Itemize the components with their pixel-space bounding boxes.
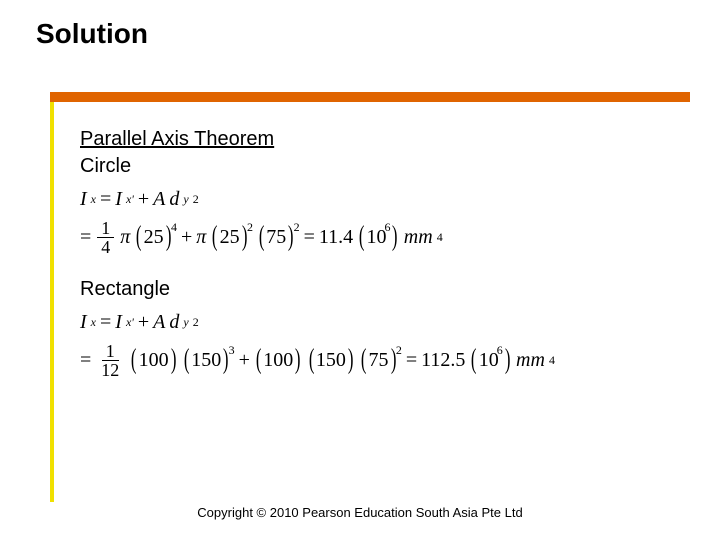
fraction-1-4: 1 4 (97, 219, 114, 256)
term-10-6: (106) (469, 349, 512, 372)
sub-x: x (91, 192, 96, 207)
equals: = (406, 349, 417, 372)
subheading: Parallel Axis Theorem (80, 128, 660, 151)
rectangle-formula-2: = 1 12 (100) (150)3 + (100) (150) (75)2 … (80, 342, 660, 379)
term-75-2: (75)2 (257, 226, 300, 249)
var-I: I (80, 188, 87, 211)
plus: + (181, 226, 192, 249)
var-I: I (80, 311, 87, 334)
plus: + (138, 188, 149, 211)
equals: = (100, 311, 111, 334)
term-150b: (150) (307, 349, 356, 372)
circle-label: Circle (80, 155, 660, 178)
rectangle-formula-1: Ix = Ix' + Ady2 (80, 311, 660, 334)
term-150-3: (150)3 (182, 349, 235, 372)
equals: = (80, 349, 91, 372)
var-A: A (153, 311, 165, 334)
plus: + (239, 349, 250, 372)
equals: = (80, 226, 91, 249)
var-Ibar: I (115, 311, 122, 334)
rectangle-label: Rectangle (80, 278, 660, 301)
result-value: 11.4 (319, 226, 353, 249)
copyright-text: Copyright © 2010 Pearson Education South… (0, 505, 720, 520)
circle-formula-1: Ix = Ix' + Ady2 (80, 188, 660, 211)
pi: π (120, 226, 130, 249)
fraction-1-12: 1 12 (97, 342, 123, 379)
term-100: (100) (129, 349, 178, 372)
var-Ibar: I (115, 188, 122, 211)
equals: = (100, 188, 111, 211)
divider-yellow (50, 102, 54, 502)
unit-mm: mm (404, 226, 433, 249)
term-10-6: (106) (357, 226, 400, 249)
sup-2: 2 (193, 315, 199, 330)
sub-xprime: x' (126, 192, 134, 207)
var-d: d (169, 311, 179, 334)
term-25-4: (25)4 (134, 226, 177, 249)
page-title: Solution (36, 18, 148, 50)
sub-x: x (91, 315, 96, 330)
unit-mm: mm (516, 349, 545, 372)
unit-exp: 4 (549, 353, 555, 368)
var-d: d (169, 188, 179, 211)
sup-2: 2 (193, 192, 199, 207)
var-A: A (153, 188, 165, 211)
plus: + (138, 311, 149, 334)
term-100b: (100) (254, 349, 303, 372)
unit-exp: 4 (437, 230, 443, 245)
divider-orange (50, 92, 690, 102)
sub-y: y (183, 315, 188, 330)
term-25-2: (25)2 (210, 226, 253, 249)
sub-xprime: x' (126, 315, 134, 330)
pi: π (196, 226, 206, 249)
equals: = (304, 226, 315, 249)
circle-formula-2: = 1 4 π (25)4 + π (25)2 (75)2 = 11.4 (10… (80, 219, 660, 256)
result-value: 112.5 (421, 349, 465, 372)
content-region: Parallel Axis Theorem Circle Ix = Ix' + … (80, 128, 660, 387)
sub-y: y (183, 192, 188, 207)
term-75-2: (75)2 (359, 349, 402, 372)
